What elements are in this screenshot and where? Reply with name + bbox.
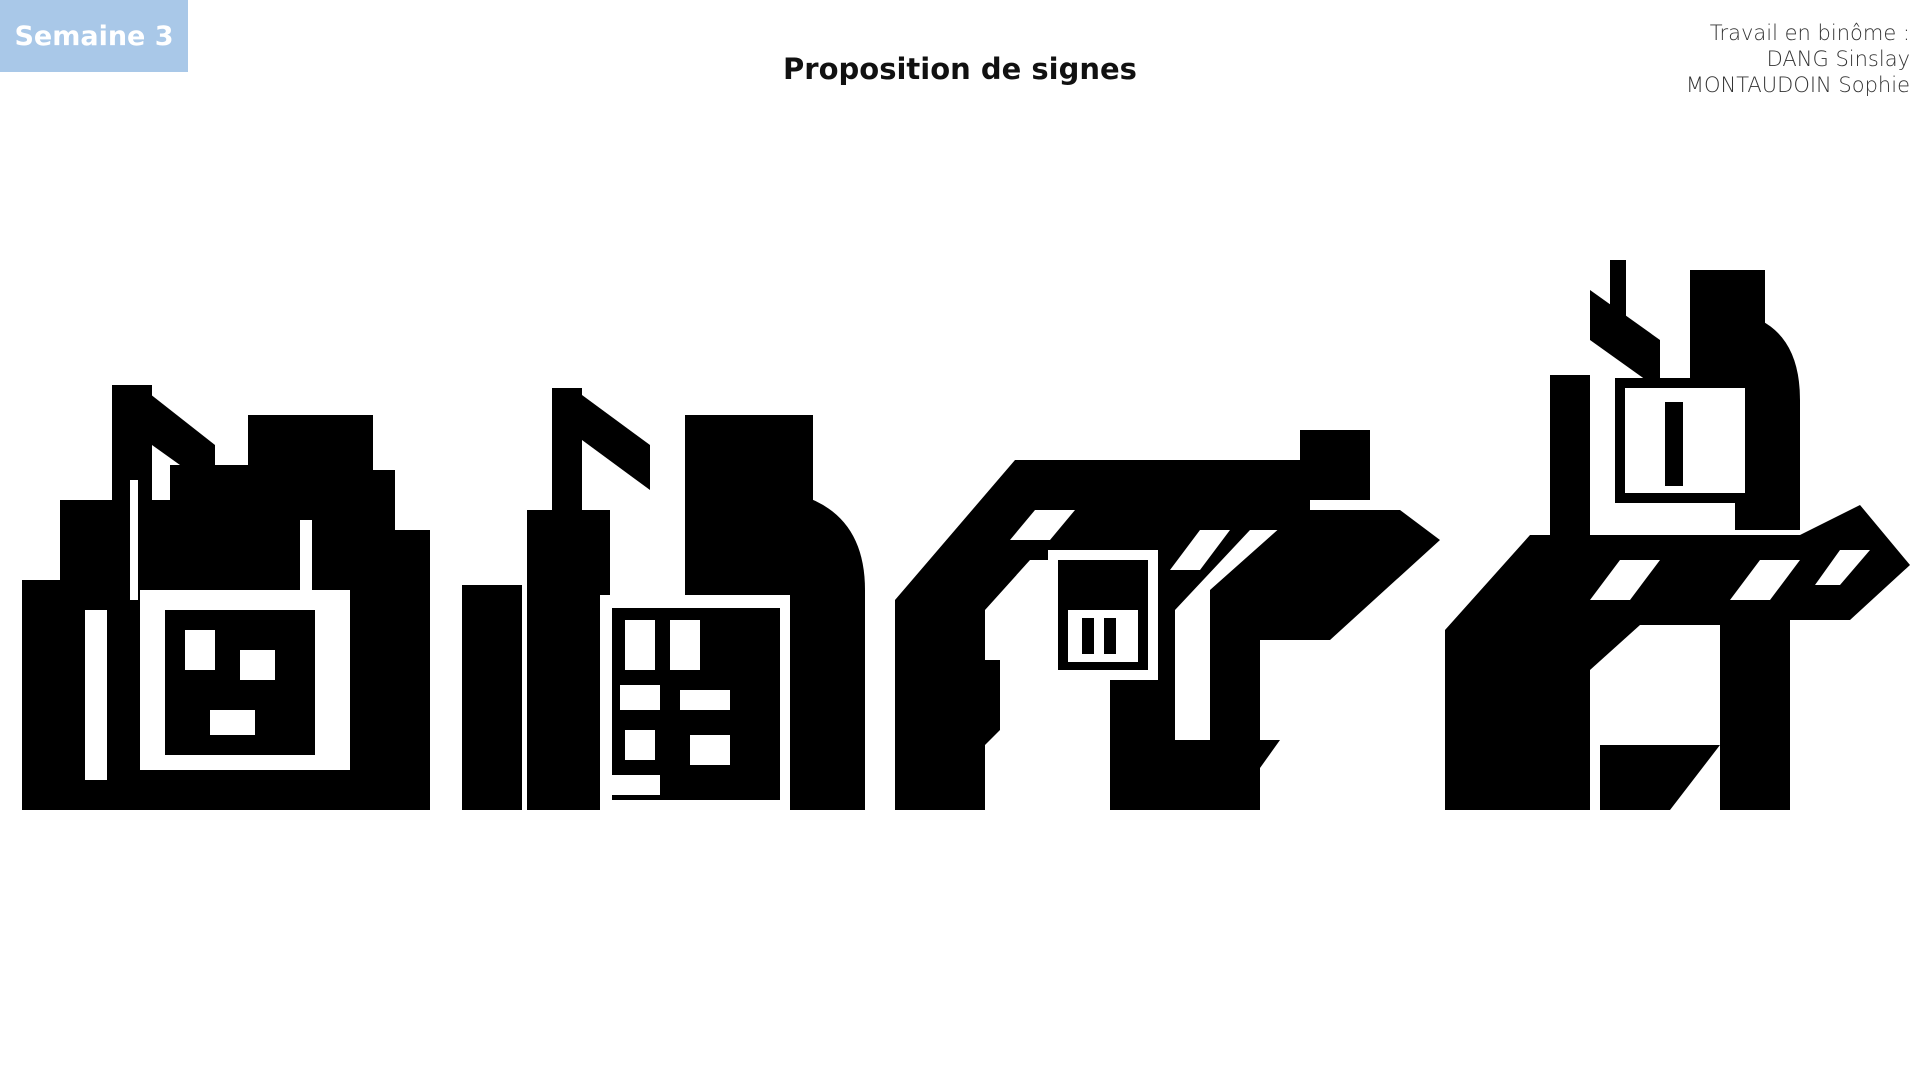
authors-intro: Travail en binôme :: [1709, 21, 1910, 45]
week-badge-label: Semaine 3: [14, 20, 174, 52]
author-name-1: DANG Sinslay: [1766, 47, 1910, 71]
author-name-2: MONTAUDOIN Sophie: [1685, 73, 1910, 97]
signs-strip: [0, 230, 1920, 830]
signs-illustration: [22, 260, 1910, 810]
week-badge: Semaine 3: [0, 0, 188, 72]
authors-block: Travail en binôme : DANG Sinslay MONTAUD…: [1686, 20, 1910, 98]
page-title: Proposition de signes: [783, 52, 1137, 86]
sign-3: [895, 430, 1440, 810]
sign-2: [462, 388, 865, 810]
sign-1: [22, 385, 430, 810]
sign-4: [1445, 260, 1910, 810]
